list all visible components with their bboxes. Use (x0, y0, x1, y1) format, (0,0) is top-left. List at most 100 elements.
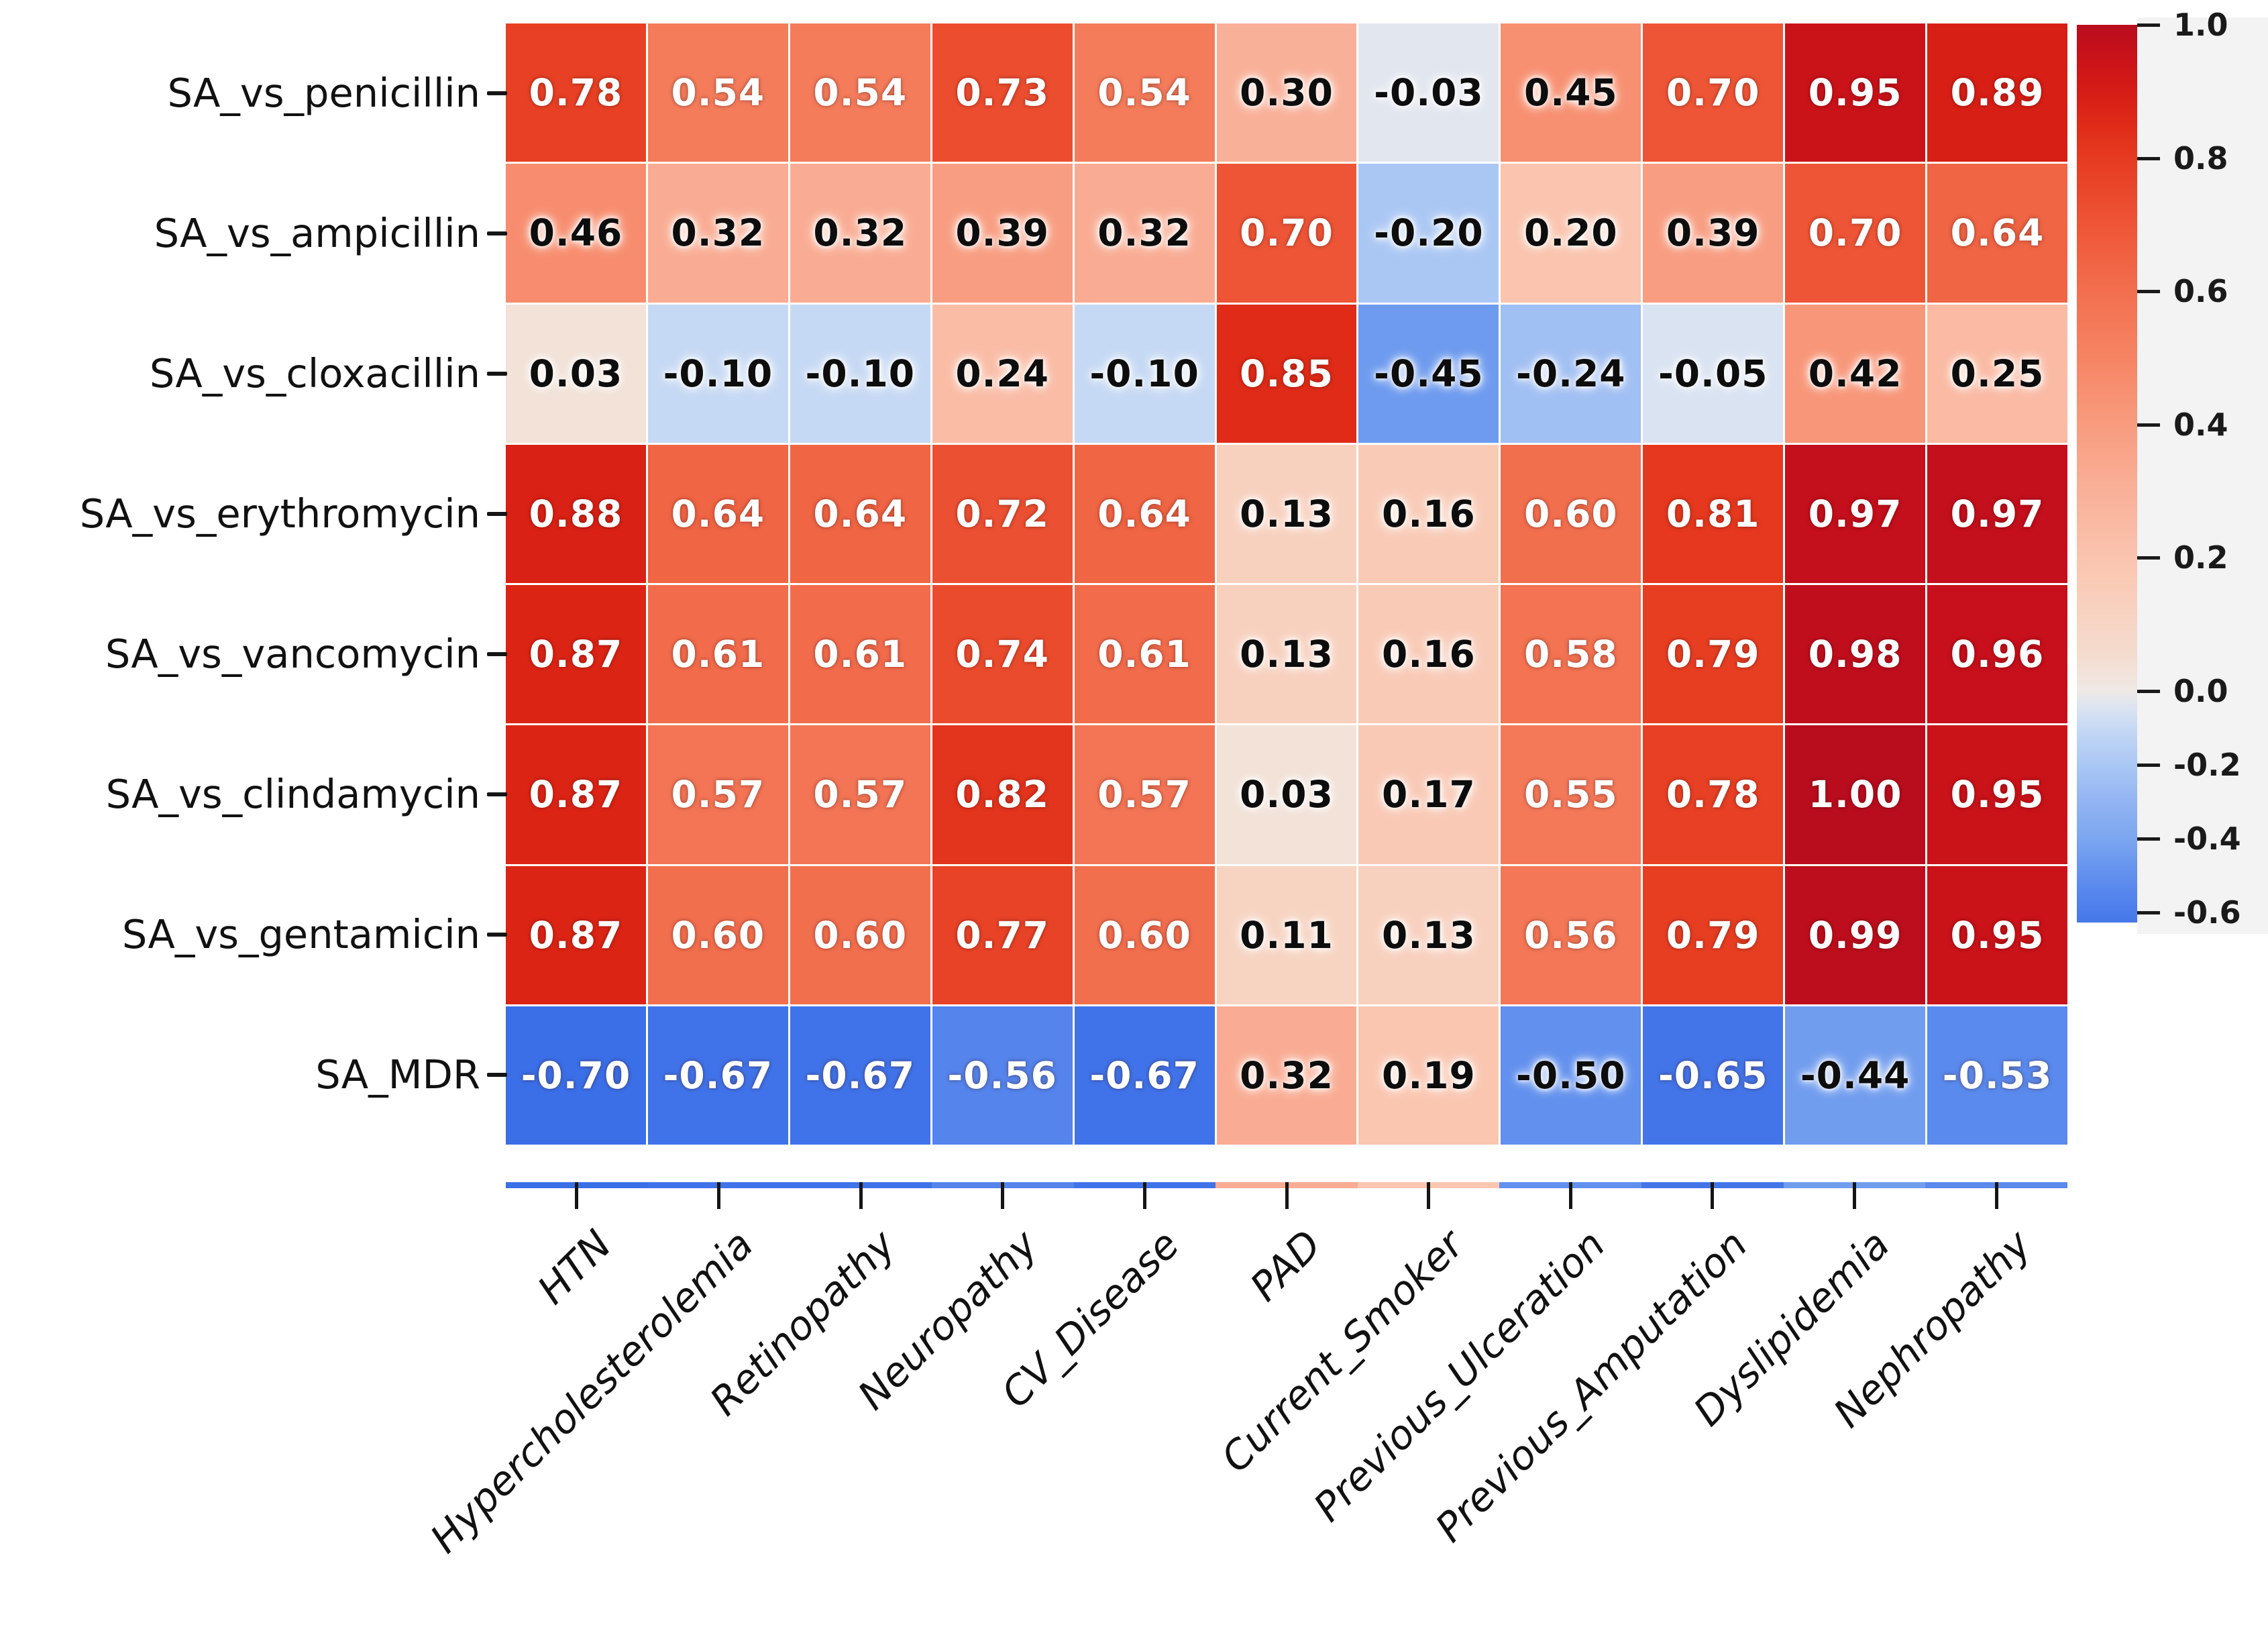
heatmap-cell: 0.74 (932, 585, 1073, 724)
y-axis-label: SA_vs_vancomycin (105, 630, 480, 677)
heatmap-cell: -0.67 (1074, 1006, 1215, 1145)
heatmap-grid: 0.78 0.54 0.54 0.73 0.54 0.30 -0.03 0.45 0.70 0.9… (506, 23, 2067, 1145)
heatmap-cell: 0.85 (1216, 304, 1357, 443)
heatmap-cell: 0.32 (1074, 164, 1215, 303)
heatmap-cell: -0.53 (1927, 1006, 2067, 1145)
heatmap-cell: -0.44 (1785, 1006, 1926, 1145)
y-axis-label: SA_vs_ampicillin (154, 210, 480, 257)
heatmap-cell: 0.32 (647, 164, 788, 303)
colorbar-tick (2137, 290, 2160, 294)
heatmap-cell: 0.95 (1927, 725, 2067, 864)
y-axis-tick (487, 1072, 507, 1077)
colorbar-tick (2137, 690, 2160, 693)
heatmap-cell: 0.54 (647, 23, 788, 162)
y-axis-tick (487, 792, 507, 796)
x-axis-tick (1285, 1182, 1289, 1209)
y-axis-label: SA_vs_cloxacillin (149, 350, 480, 397)
heatmap-cell: 0.61 (790, 585, 930, 724)
y-axis-label: SA_MDR (315, 1051, 480, 1098)
colorbar-tick-label: -0.6 (2173, 894, 2241, 931)
heatmap-cell: 0.79 (1643, 585, 1784, 724)
heatmap-cell: 0.81 (1643, 444, 1784, 583)
heatmap-cell: 0.32 (1216, 1006, 1357, 1145)
heatmap-cell: 0.96 (1927, 585, 2067, 724)
heatmap-cell: 0.64 (790, 444, 930, 583)
heatmap-cell: 0.60 (1501, 444, 1641, 583)
heatmap-cell: -0.05 (1643, 304, 1784, 443)
heatmap-cell: 0.89 (1927, 23, 2067, 162)
heatmap-cell: 0.72 (932, 444, 1073, 583)
y-axis-label: SA_vs_penicillin (167, 70, 481, 117)
y-axis-tick (487, 932, 507, 937)
heatmap-cell: 0.54 (790, 23, 930, 162)
heatmap-cell: 0.30 (1216, 23, 1357, 162)
heatmap-cell: 0.61 (647, 585, 788, 724)
heatmap-cell: -0.10 (647, 304, 788, 443)
heatmap-cell: 0.77 (932, 865, 1073, 1004)
heatmap-cell: 0.73 (932, 23, 1073, 162)
x-axis-tick (1711, 1182, 1715, 1209)
heatmap-cell: -0.70 (506, 1006, 646, 1145)
x-axis-label: PAD (1241, 1221, 1330, 1310)
colorbar-tick (2137, 423, 2160, 427)
y-axis-tick (487, 231, 507, 236)
heatmap-cell: 0.13 (1358, 865, 1499, 1004)
heatmap-cell: 0.42 (1785, 304, 1926, 443)
heatmap-cell: -0.24 (1501, 304, 1641, 443)
colorbar-tick (2137, 23, 2160, 27)
x-axis-tick (1142, 1182, 1146, 1209)
heatmap-cell: 0.46 (506, 164, 646, 303)
heatmap-cell: 0.70 (1216, 164, 1357, 303)
heatmap-cell: 0.24 (932, 304, 1073, 443)
colorbar-tick-label: -0.4 (2173, 821, 2241, 857)
heatmap-cell: -0.67 (647, 1006, 788, 1145)
heatmap-cell: 0.88 (506, 444, 646, 583)
heatmap-cell: 0.64 (1927, 164, 2067, 303)
colorbar-tick (2137, 556, 2160, 560)
heatmap-cell: 0.78 (1643, 725, 1784, 864)
heatmap-cell: 0.55 (1501, 725, 1641, 864)
y-axis-label: SA_vs_clindamycin (105, 770, 480, 817)
heatmap-cell: 0.87 (506, 585, 646, 724)
heatmap-cell: 0.95 (1927, 865, 2067, 1004)
x-axis-label: Current_Smoker (1211, 1221, 1472, 1481)
heatmap-cell: 0.16 (1358, 585, 1499, 724)
heatmap-cell: 1.00 (1785, 725, 1926, 864)
heatmap-cell: 0.60 (790, 865, 930, 1004)
colorbar-panel (2137, 17, 2268, 934)
heatmap-cell: 0.79 (1643, 865, 1784, 1004)
heatmap-cell: 0.98 (1785, 585, 1926, 724)
x-axis-tick (1568, 1182, 1572, 1209)
heatmap-cell: -0.45 (1358, 304, 1499, 443)
heatmap-cell: 0.57 (647, 725, 788, 864)
heatmap-cell: 0.11 (1216, 865, 1357, 1004)
colorbar-tick-label: -0.2 (2173, 747, 2241, 783)
colorbar-tick (2137, 911, 2160, 914)
heatmap-cell: 0.97 (1785, 444, 1926, 583)
heatmap-cell: 0.25 (1927, 304, 2067, 443)
x-axis-tick (1427, 1182, 1431, 1209)
heatmap-cell: 0.58 (1501, 585, 1641, 724)
x-axis-tick (575, 1182, 579, 1209)
heatmap-cell: 0.60 (647, 865, 788, 1004)
heatmap-cell: 0.13 (1216, 585, 1357, 724)
heatmap-cell: 0.78 (506, 23, 646, 162)
heatmap-cell: 0.82 (932, 725, 1073, 864)
heatmap-cell: 0.64 (647, 444, 788, 583)
colorbar-tick-label: 1.0 (2173, 7, 2228, 43)
heatmap-cell: 0.64 (1074, 444, 1215, 583)
heatmap-cell: 0.39 (932, 164, 1073, 303)
x-axis-tick (1001, 1182, 1005, 1209)
heatmap-cell: -0.10 (1074, 304, 1215, 443)
y-axis-tick (487, 651, 507, 656)
heatmap-cell: 0.70 (1785, 164, 1926, 303)
colorbar-tick-label: 0.0 (2173, 673, 2228, 709)
heatmap-cell: -0.65 (1643, 1006, 1784, 1145)
y-axis-tick (487, 372, 507, 376)
y-axis-tick (487, 91, 507, 96)
heatmap-cell: 0.61 (1074, 585, 1215, 724)
colorbar (2077, 25, 2137, 923)
x-axis-tick (859, 1182, 863, 1209)
y-axis-label: SA_vs_erythromycin (79, 490, 480, 537)
